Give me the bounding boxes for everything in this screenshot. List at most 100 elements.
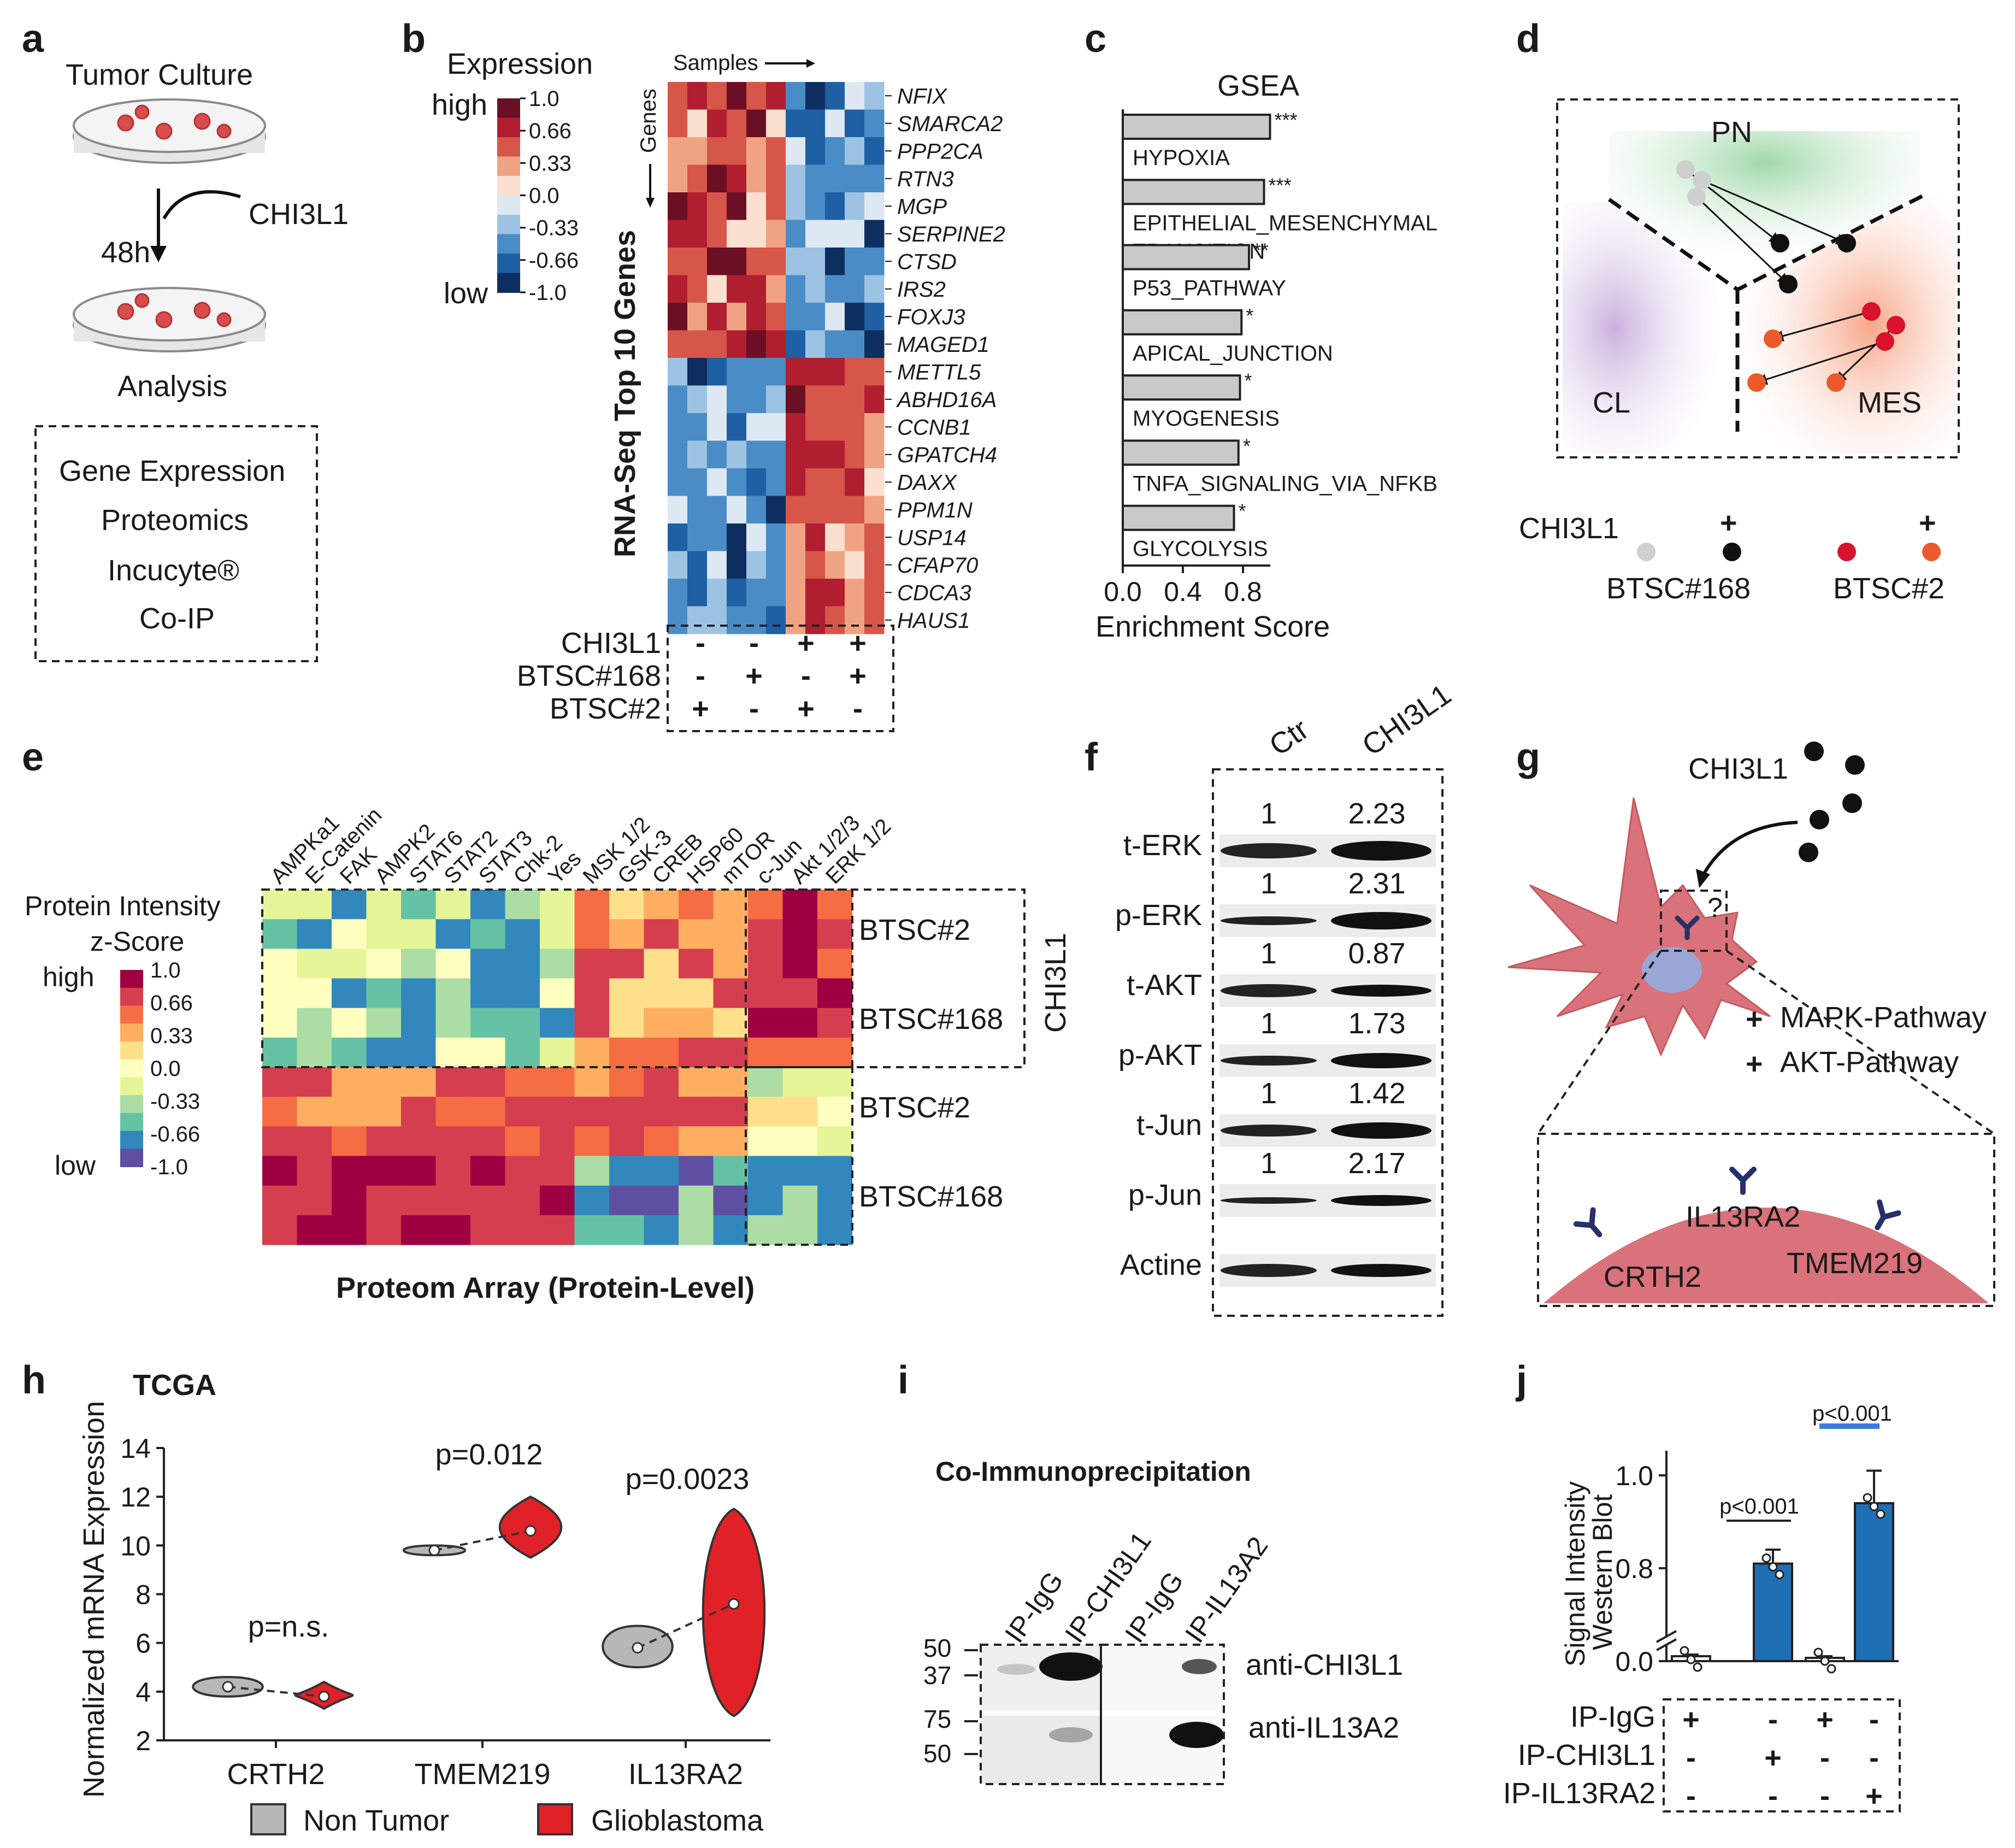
panel-d: d PN CL MES CHI3L1 + + BTSC#168 BTSC#2 [1516, 17, 1960, 605]
blot-il13a2-left [981, 1716, 1101, 1784]
colorbar-segment [497, 195, 520, 215]
design-sign: - [696, 660, 705, 692]
proteome-cell [540, 1037, 575, 1068]
heatmap-cell [687, 358, 708, 386]
gsea-significance: * [1243, 434, 1251, 457]
heatmap-cell [825, 413, 845, 441]
zscore-colorbar-segment [120, 1095, 143, 1114]
legend-glioblastoma: Glioblastoma [591, 1804, 764, 1837]
proteome-cell [505, 1185, 540, 1216]
heatmap-cell [864, 248, 885, 275]
heatmap-cell [668, 82, 688, 110]
colorbar-segment [497, 176, 520, 196]
heatmap-cell [845, 523, 865, 551]
design-box [667, 625, 894, 732]
proteome-cell [748, 1008, 783, 1038]
heatmap-cell [668, 303, 688, 331]
heatmap-cell [786, 248, 806, 275]
akt-erk-box [745, 1066, 853, 1246]
blot-band-ctr [1221, 1056, 1317, 1066]
heatmap-cell [845, 248, 865, 275]
proteome-cell [574, 890, 610, 920]
heatmap-cell [864, 440, 885, 469]
receptor-icon [1875, 1199, 1901, 1231]
proteome-cell [366, 1008, 402, 1038]
heatmap-cell [746, 303, 767, 331]
heatmap-cell [766, 606, 786, 634]
colorbar-segment [497, 156, 520, 176]
heatmap-cell [766, 248, 786, 275]
blot-label: t-ERK [1123, 829, 1202, 862]
gsea-significance: *** [1269, 174, 1292, 196]
proteome-cell [435, 1215, 471, 1245]
heatmap-cell [845, 358, 865, 386]
heatmap-cell [746, 330, 767, 358]
heatmap-cell [805, 496, 826, 524]
heatmap-cell [746, 192, 767, 220]
blot-band-ctr [1221, 984, 1317, 997]
heatmap-cell [766, 496, 786, 524]
proteome-cell [297, 919, 332, 949]
proteome-cell [262, 1215, 297, 1245]
gsea-title: GSEA [1217, 69, 1299, 102]
heatmap-cell [825, 551, 845, 579]
proteome-cell [782, 949, 818, 979]
h-y-tick-label: 14 [120, 1433, 151, 1464]
colorbar-segment [497, 98, 520, 119]
heatmap-cell [766, 358, 786, 386]
gene-label: CFAP70 [897, 554, 978, 578]
colorbar-segment [497, 254, 520, 274]
heatmap-cell [707, 440, 727, 469]
heatmap-cell [668, 137, 688, 165]
proteome-cell [540, 1067, 575, 1097]
blot-ctr-value: 1 [1260, 797, 1277, 830]
proteome-cell [401, 890, 436, 920]
heatmap-cell [786, 523, 806, 551]
heatmap-cell [864, 109, 885, 138]
heatmap-cell [746, 551, 767, 579]
method-co-ip: Co-IP [139, 602, 215, 635]
akt-plus: + [1746, 1047, 1763, 1080]
proteome-cell [644, 1185, 679, 1216]
proteome-cell [470, 1097, 505, 1127]
colorbar-tick-label: -0.33 [529, 216, 579, 240]
median-dot [428, 1544, 440, 1556]
proteome-cell [297, 1097, 332, 1127]
proteome-cell [609, 1215, 644, 1245]
heatmap-cell [727, 413, 747, 441]
proteome-cell [470, 1037, 505, 1068]
blot-label: p-Jun [1128, 1179, 1202, 1211]
heatmap-cell [825, 606, 845, 634]
proteome-cell [435, 890, 471, 920]
zscore-tick-label: 1.0 [150, 958, 181, 982]
proteome-cell [470, 1215, 505, 1245]
heatmap-cell [668, 275, 688, 303]
proteome-cell [470, 890, 505, 920]
heatmap-cell [746, 413, 767, 441]
zscore-colorbar-segment [120, 1041, 143, 1060]
receptor-icon [1675, 915, 1700, 940]
heatmap-cell [845, 579, 865, 607]
heatmap-cell [668, 551, 688, 579]
heatmap-cell [746, 468, 767, 496]
proteome-cell [332, 1097, 367, 1127]
proteome-cell [332, 890, 367, 920]
proteome-cell [297, 890, 332, 920]
design-sign: + [797, 627, 815, 660]
proteome-cell [297, 1156, 332, 1186]
tmem219-label: TMEM219 [1787, 1247, 1923, 1280]
proteome-cell [817, 978, 852, 1009]
legend-dot-2-chi3l1 [1922, 543, 1941, 561]
heatmap-cell [727, 579, 747, 607]
proteome-cell [470, 1185, 505, 1216]
blot-chi3l1-right [1101, 1645, 1224, 1710]
heatmap-cell [687, 82, 708, 110]
anti-chi3l1-label: anti-CHI3L1 [1246, 1649, 1403, 1681]
j-data-point [1775, 1570, 1784, 1579]
gsea-significance: * [1245, 369, 1252, 392]
mes-label: MES [1858, 386, 1922, 419]
proteome-cell [574, 919, 610, 949]
heatmap-cell [786, 551, 806, 579]
panel-g: g CHI3L1 ? + MAPK-Pathway + AKT-Pathway [1507, 735, 1995, 1307]
